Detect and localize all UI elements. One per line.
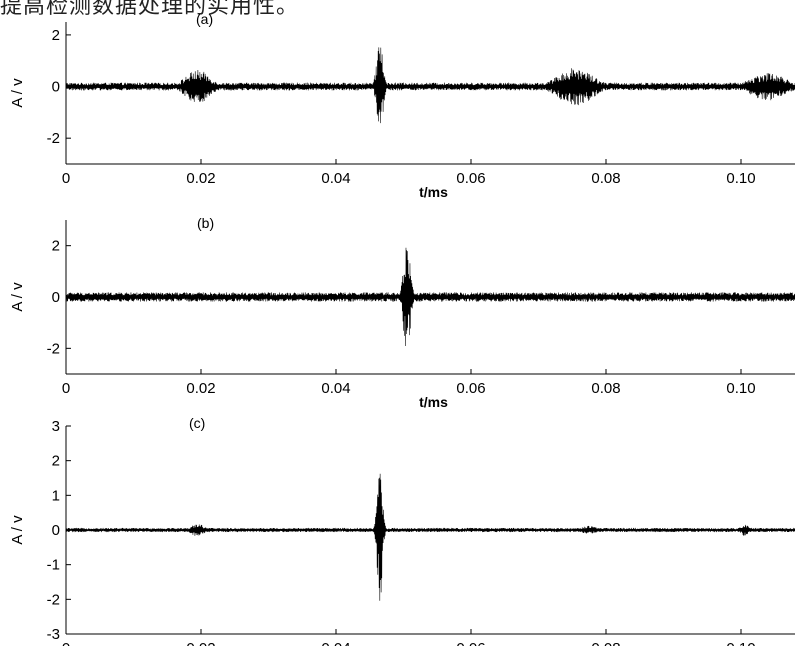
y-tick-label: 1 bbox=[52, 487, 60, 504]
x-tick-label: 0.10 bbox=[726, 640, 755, 646]
signal-trace bbox=[65, 247, 795, 347]
y-tick-label: 0 bbox=[52, 289, 60, 306]
chart-a: 0 0.02 0.04 0.06 0.08 0.10 -2 0 2 t/ms A / v (a) bbox=[9, 11, 795, 200]
x-axis-label: t/ms bbox=[419, 394, 448, 410]
y-tick-label: 2 bbox=[52, 453, 60, 470]
x-tick-label: 0.10 bbox=[726, 170, 755, 187]
header-text: 提高检测数据处理的实用性。 bbox=[0, 0, 300, 19]
x-tick-label: 0.06 bbox=[456, 640, 485, 646]
x-tick-label: 0.08 bbox=[591, 640, 620, 646]
panel-annotation: (a) bbox=[196, 11, 213, 27]
signal-trace bbox=[65, 473, 795, 601]
x-tick-label: 0.02 bbox=[186, 380, 215, 397]
y-tick-label: 0 bbox=[52, 79, 60, 96]
chart-b: 0 0.02 0.04 0.06 0.08 0.10 -2 0 2 t/ms A / v (b) bbox=[9, 215, 795, 410]
x-tick-label: 0.04 bbox=[321, 640, 350, 646]
x-tick-label: 0.02 bbox=[186, 170, 215, 187]
x-tick-label: 0.06 bbox=[456, 170, 485, 187]
x-tick-label: 0 bbox=[62, 640, 70, 646]
y-tick-label: -3 bbox=[47, 626, 60, 643]
x-tick-label: 0.04 bbox=[321, 170, 350, 187]
x-tick-label: 0 bbox=[62, 380, 70, 397]
y-axis-label: A / v bbox=[9, 282, 26, 312]
x-tick-label: 0.08 bbox=[591, 170, 620, 187]
y-tick-label: -1 bbox=[47, 557, 60, 574]
signal-trace bbox=[65, 47, 795, 124]
panel-annotation: (c) bbox=[189, 415, 205, 431]
chart-c: 00.020.040.060.080.10-3-2-10123t/msA / v… bbox=[9, 415, 795, 646]
y-tick-label: 3 bbox=[52, 418, 60, 435]
y-tick-label: 0 bbox=[52, 522, 60, 539]
y-tick-label: -2 bbox=[47, 591, 60, 608]
x-tick-label: 0.06 bbox=[456, 380, 485, 397]
y-axis-label: A / v bbox=[9, 515, 26, 545]
x-axis-label: t/ms bbox=[419, 184, 448, 200]
y-tick-label: 2 bbox=[52, 238, 60, 255]
y-tick-label: -2 bbox=[47, 130, 60, 147]
y-axis-label: A / v bbox=[9, 78, 26, 108]
y-tick-label: 2 bbox=[52, 27, 60, 44]
x-tick-label: 0.02 bbox=[186, 640, 215, 646]
x-tick-label: 0.10 bbox=[726, 380, 755, 397]
x-tick-label: 0.08 bbox=[591, 380, 620, 397]
y-tick-label: -2 bbox=[47, 340, 60, 357]
x-tick-label: 0.04 bbox=[321, 380, 350, 397]
panel-annotation: (b) bbox=[197, 215, 214, 231]
x-tick-label: 0 bbox=[62, 170, 70, 187]
